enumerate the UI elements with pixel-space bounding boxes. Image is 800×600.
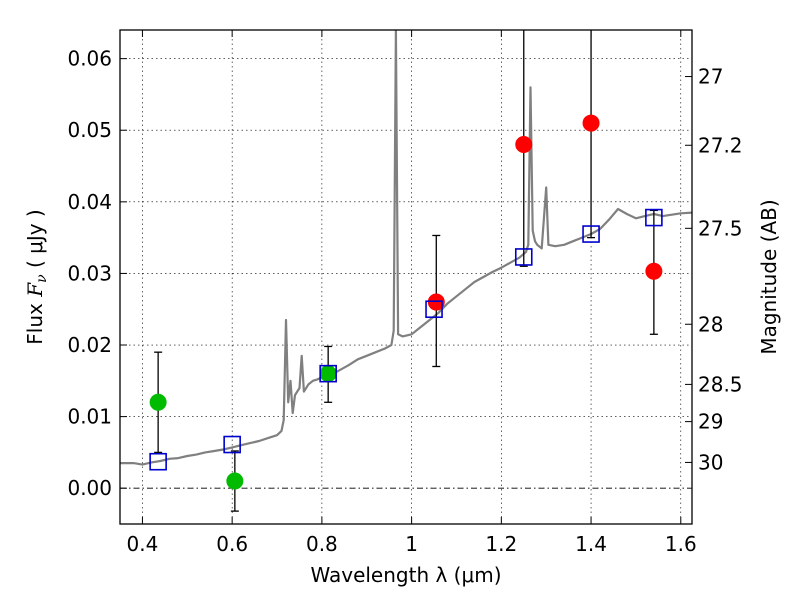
x-tick-label: 1.6 [665, 532, 697, 556]
model-photometry-point [645, 208, 663, 227]
x-tick-label: 0.4 [127, 532, 159, 556]
x-tick-label: 1.2 [485, 532, 517, 556]
model-photometry-point [149, 452, 167, 471]
y-axis-label-var: F [23, 282, 47, 298]
y-tick-label: 0.02 [67, 333, 112, 357]
y-axis-label-pre: Flux [23, 297, 47, 345]
y-tick-label: 0.01 [67, 405, 112, 429]
y2-tick-label: 30 [698, 450, 723, 474]
observed-point [645, 262, 663, 280]
y-axis-label: Flux Fν ( μJy ) [23, 209, 50, 344]
grid [120, 30, 692, 524]
ticks [120, 30, 692, 524]
model-photometry-point [514, 248, 533, 266]
secondary-y-axis-label: Magnitude (AB) [757, 199, 781, 354]
plot-area [120, 30, 692, 512]
y2-tick-label: 27.5 [698, 216, 743, 240]
observed-point [226, 472, 244, 490]
y2-tick-label: 28.5 [698, 372, 743, 396]
observed-point [319, 365, 337, 383]
model-photometry-point [582, 225, 600, 243]
y-axis-label-post: ( μJy ) [23, 209, 47, 274]
y-tick-label: 0.04 [67, 190, 112, 214]
x-tick-label: 1 [405, 532, 418, 556]
x-tick-label: 0.6 [216, 532, 248, 556]
plot-frame [119, 29, 693, 525]
model-photometry-point [425, 300, 443, 319]
observed-point [427, 293, 445, 311]
tick-labels: 0.4 0.6 0.8 1 1.2 1.4 1.6 0.00 0.01 0.02 0.03 0.04 0… [67, 47, 742, 556]
y-tick-label: 0.06 [67, 47, 112, 71]
y2-tick-label: 27 [698, 65, 723, 89]
y2-tick-label: 28 [698, 312, 723, 336]
y-tick-label: 0.03 [67, 261, 112, 285]
y2-tick-label: 29 [698, 410, 723, 434]
model-photometry-point [223, 435, 241, 454]
model-spectrum-line [120, 30, 692, 466]
y-tick-label: 0.05 [67, 118, 112, 142]
y-axis-label-sub: ν [34, 274, 50, 283]
x-tick-label: 1.4 [575, 532, 607, 556]
observed-point [515, 136, 533, 154]
x-axis-label: Wavelength λ (μm) [310, 563, 501, 587]
x-tick-label: 0.8 [306, 532, 338, 556]
y-tick-label: 0.00 [67, 476, 112, 500]
model-photometry-point [319, 364, 337, 383]
observed-point [582, 114, 600, 132]
y2-tick-label: 27.2 [698, 133, 743, 157]
observed-point [149, 393, 167, 411]
